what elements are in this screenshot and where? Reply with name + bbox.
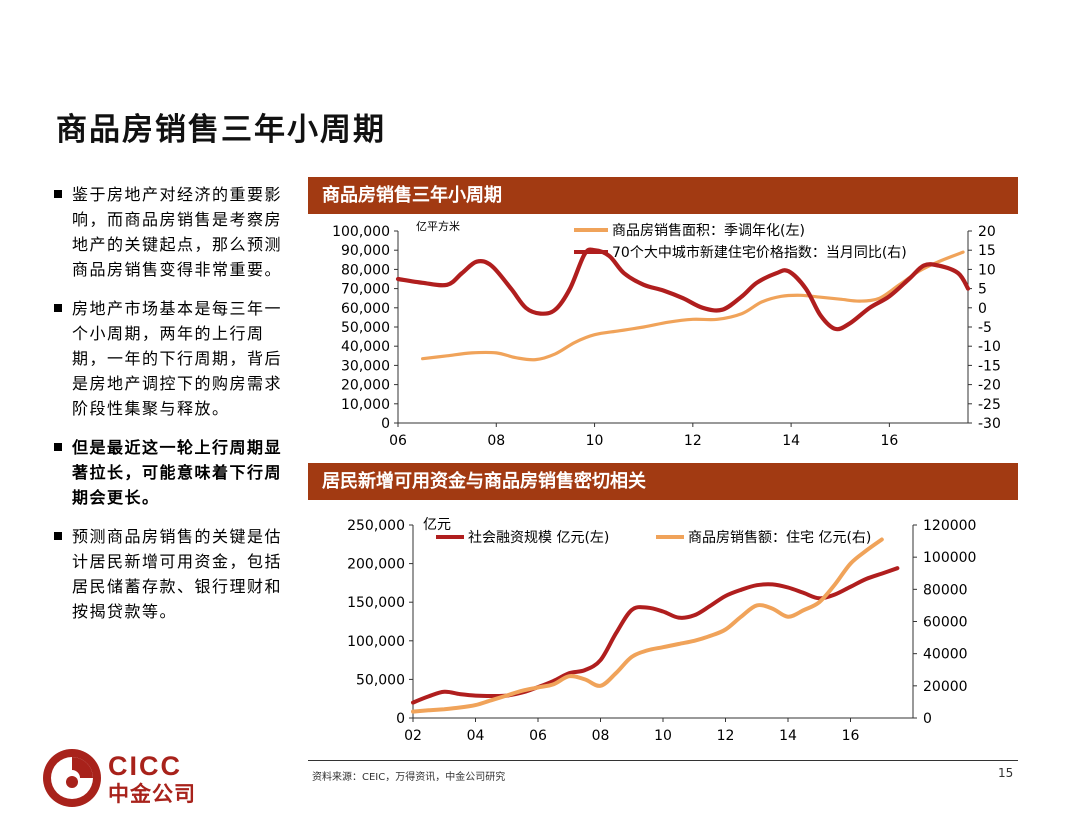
legend-label: 社会融资规模 亿元(左) (468, 530, 609, 546)
bullet-item: 房地产市场基本是每三年一个小周期，两年的上行周期，一年的下行周期，背后是房地产调… (52, 296, 292, 421)
y-right-tick-label: 0 (978, 301, 987, 317)
bullet-text: 房地产市场基本是每三年一个小周期，两年的上行周期，一年的下行周期，背后是房地产调… (72, 299, 283, 418)
x-tick-label: 16 (842, 728, 860, 744)
bullet-list: 鉴于房地产对经济的重要影响，而商品房销售是考察房地产的关键起点，那么预测商品房销… (52, 182, 292, 638)
bullet-square-icon (54, 304, 62, 312)
bullet-square-icon (54, 532, 62, 540)
y-right-tick-label: 100000 (923, 550, 976, 566)
series-line (411, 566, 900, 705)
y-left-tick-label: 0 (381, 416, 390, 432)
footer-divider (308, 760, 1018, 761)
x-tick-label: 12 (717, 728, 735, 744)
y-right-tick-label: -20 (978, 378, 1001, 394)
bullet-text: 预测商品房销售的关键是估计居民新增可用资金，包括居民储蓄存款、银行理财和按揭贷款… (72, 527, 283, 621)
y-left-tick-label: 20,000 (341, 378, 390, 394)
y-left-tick-label: 70,000 (341, 282, 390, 298)
x-tick-label: 06 (529, 728, 547, 744)
source-note: 资料来源：CEIC，万得资讯，中金公司研究 (312, 772, 506, 783)
bullet-text: 鉴于房地产对经济的重要影响，而商品房销售是考察房地产的关键起点，那么预测商品房销… (72, 185, 283, 279)
y-left-tick-label: 100,000 (332, 224, 390, 240)
y-right-tick-label: -25 (978, 397, 1001, 413)
y-right-tick-label: 20000 (923, 679, 968, 695)
y-left-tick-label: 30,000 (341, 358, 390, 374)
chart2-header: 居民新增可用资金与商品房销售密切相关 (308, 463, 1018, 500)
y-left-tick-label: 90,000 (341, 243, 390, 259)
logo-text-cn: 中金公司 (108, 782, 196, 806)
x-tick-label: 06 (389, 433, 407, 449)
y-left-tick-label: 10,000 (341, 397, 390, 413)
x-tick-label: 10 (654, 728, 672, 744)
y-right-tick-label: -10 (978, 339, 1001, 355)
page-title: 商品房销售三年小周期 (56, 112, 386, 148)
y-right-tick-label: 5 (978, 282, 987, 298)
series-line (421, 250, 965, 362)
y-left-tick-label: 100,000 (347, 634, 405, 650)
y-right-tick-label: 60000 (923, 615, 968, 631)
series-line (395, 247, 971, 332)
x-tick-label: 12 (684, 433, 702, 449)
series-line (411, 537, 884, 714)
y-right-tick-label: -30 (978, 416, 1001, 432)
y-right-tick-label: 120000 (923, 518, 976, 534)
legend-label: 商品房销售额：住宅 亿元(右) (688, 530, 871, 546)
chart1-svg: 0 10,000 20,000 30,000 40,000 50,000 60,000 70,… (332, 219, 1001, 449)
x-tick-label: 14 (779, 728, 797, 744)
y-right-tick-label: 10 (978, 262, 996, 278)
x-tick-label: 02 (404, 728, 422, 744)
x-tick-label: 08 (487, 433, 505, 449)
y-left-tick-label: 80,000 (341, 262, 390, 278)
page-number: 15 (998, 766, 1014, 780)
y-left-tick-label: 0 (396, 711, 405, 727)
bullet-text: 但是最近这一轮上行周期显著拉长，可能意味着下行周期会更长。 (72, 438, 283, 507)
chart1-header: 商品房销售三年小周期 (308, 177, 1018, 214)
unit-label: 亿元 (423, 517, 451, 533)
y-right-tick-label: -5 (978, 320, 992, 336)
bullet-item: 鉴于房地产对经济的重要影响，而商品房销售是考察房地产的关键起点，那么预测商品房销… (52, 182, 292, 282)
x-tick-label: 10 (586, 433, 604, 449)
y-right-tick-label: 15 (978, 243, 996, 259)
unit-label: 亿平方米 (416, 219, 460, 233)
y-left-tick-label: 200,000 (347, 557, 405, 573)
y-left-tick-label: 50,000 (341, 320, 390, 336)
y-right-tick-label: 20 (978, 224, 996, 240)
y-right-tick-label: 40000 (923, 647, 968, 663)
bullet-square-icon (54, 190, 62, 198)
cicc-logo-icon (43, 749, 101, 807)
y-right-tick-label: -15 (978, 358, 1001, 374)
legend-label: 70个大中城市新建住宅价格指数：当月同比(右) (612, 244, 907, 261)
y-right-tick-label: 0 (923, 711, 932, 727)
y-left-tick-label: 150,000 (347, 595, 405, 611)
chart2-svg: 0 50,000 100,000 150,000 200,000 250,000 0 2000… (347, 517, 976, 744)
y-left-tick-label: 250,000 (347, 518, 405, 534)
x-tick-label: 08 (592, 728, 610, 744)
y-left-tick-label: 50,000 (356, 672, 405, 688)
x-tick-label: 04 (467, 728, 485, 744)
x-tick-label: 14 (782, 433, 800, 449)
legend-label: 商品房销售面积：季调年化(左) (612, 223, 805, 239)
y-left-tick-label: 60,000 (341, 301, 390, 317)
bullet-item: 预测商品房销售的关键是估计居民新增可用资金，包括居民储蓄存款、银行理财和按揭贷款… (52, 524, 292, 624)
y-left-tick-label: 40,000 (341, 339, 390, 355)
logo-text-en: CICC (108, 751, 182, 781)
x-tick-label: 16 (880, 433, 898, 449)
y-right-tick-label: 80000 (923, 582, 968, 598)
bullet-square-icon (54, 443, 62, 451)
bullet-item: 但是最近这一轮上行周期显著拉长，可能意味着下行周期会更长。 (52, 435, 292, 510)
